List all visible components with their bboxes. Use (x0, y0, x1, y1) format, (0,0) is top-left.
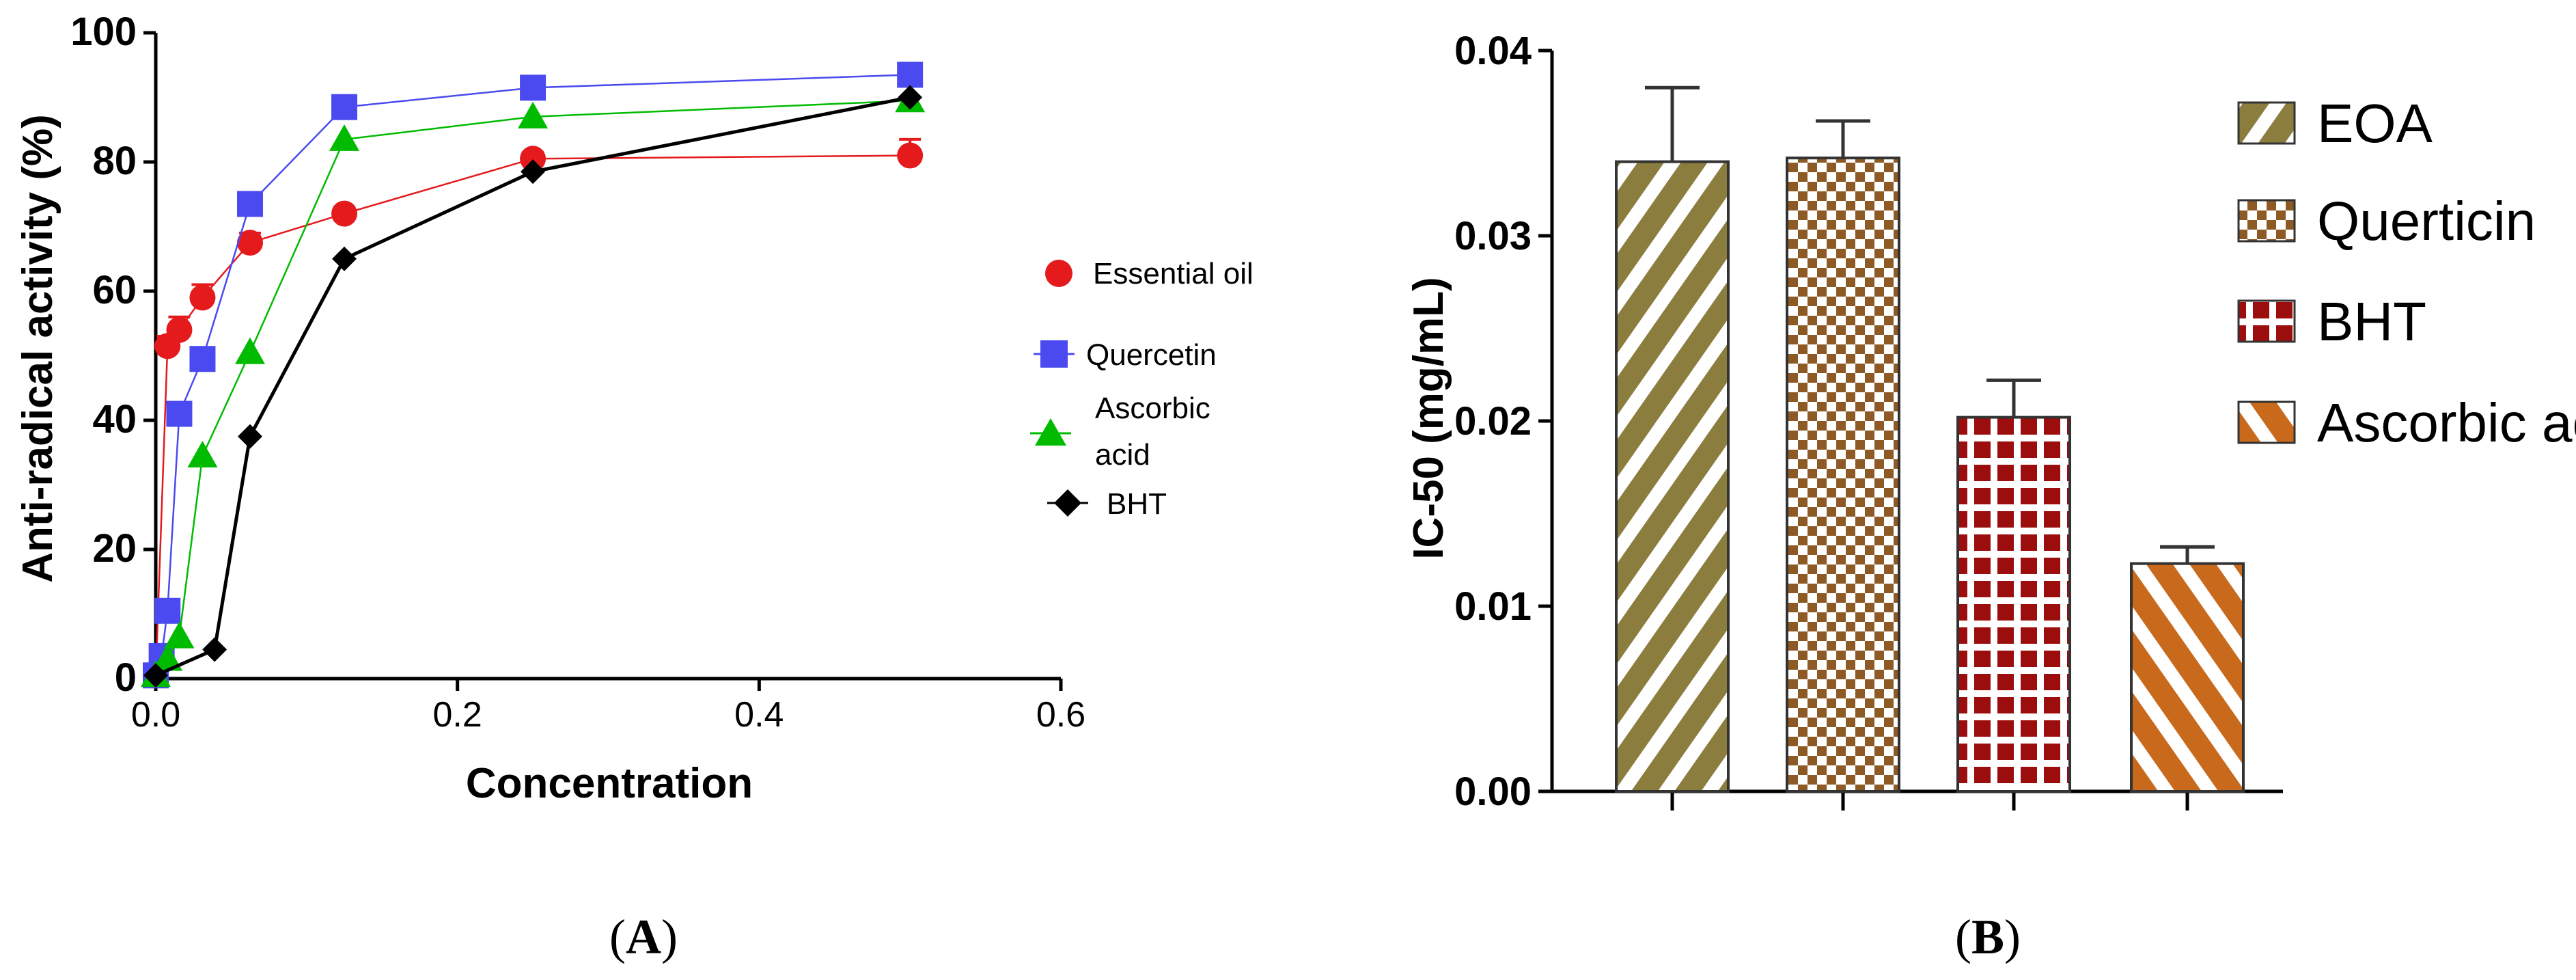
panel-b-y-tick-label: 0.02 (1454, 399, 1532, 444)
panel-a-line-chart: 0 20 40 60 80 100 0.0 0.2 0.4 0.6 Concentration A… (14, 10, 1254, 964)
data-point-bht (202, 637, 227, 662)
data-point-bht (898, 85, 923, 110)
bar-group-querticin (1786, 119, 1900, 793)
legend-swatch-bht (2237, 299, 2296, 343)
legend-label-bht: BHT (2317, 291, 2426, 352)
panel-a-ticks: 0 20 40 60 80 100 0.0 0.2 0.4 0.6 (70, 10, 1085, 735)
panel-b-legend: EOA Querticin BHT Ascorbic acid (2237, 93, 2576, 453)
data-point-quercetin (189, 346, 216, 372)
legend-label-ascorbic-acid: Ascorbic acid (1095, 392, 1219, 472)
panel-a-x-axis-title: Concentration (466, 760, 753, 807)
panel-a-x-tick-label: 0.4 (734, 695, 784, 735)
legend-swatch-querticin (2237, 199, 2296, 243)
panel-b-y-axis-title: IC-50 (mg/mL) (1405, 277, 1452, 559)
data-point-bht (332, 246, 357, 271)
data-point-bht (238, 424, 263, 449)
panel-a-legend: Essential oil Quercetin Ascorbic acid BH… (1030, 257, 1254, 521)
data-point-quercetin (897, 62, 924, 88)
legend-label-eoa: EOA (2317, 93, 2433, 154)
data-point-quercetin (331, 94, 358, 120)
panel-a-series (141, 62, 926, 689)
panel-a-y-tick-label: 60 (92, 268, 137, 312)
data-point-essential-oil (237, 230, 264, 256)
bar-group-bht (1956, 378, 2071, 793)
legend-label-bht: BHT (1107, 487, 1167, 521)
data-point-essential-oil (331, 200, 358, 227)
panel-a-label: (A) (609, 910, 678, 964)
series-essential-oil (143, 137, 924, 689)
legend-swatch-eoa (2237, 101, 2296, 145)
panel-b-bars (1615, 85, 2245, 793)
panel-a-x-tick-label: 0.2 (433, 695, 482, 735)
legend-label-essential-oil: Essential oil (1093, 257, 1254, 290)
panel-b-y-tick-label: 0.03 (1454, 214, 1532, 258)
data-point-bht (521, 159, 546, 185)
series-line-ascorbic-acid (154, 99, 911, 677)
panel-a-label-close-paren: ) (661, 910, 678, 964)
panel-a-x-tick-label: 0.0 (131, 695, 180, 735)
data-point-ascorbic-acid (152, 644, 183, 671)
bar-group-ascorbic-acid (2130, 545, 2245, 793)
data-point-bht (143, 663, 168, 688)
data-point-quercetin (166, 400, 193, 427)
panel-a-x-tick-label: 0.6 (1036, 695, 1085, 735)
panel-b-y-tick-label: 0.01 (1454, 584, 1532, 629)
data-point-quercetin (520, 74, 546, 101)
panel-b-bar-chart: 0.00 0.01 0.02 0.03 0.04 IC-50 (mg/mL) EOA Qu… (1405, 29, 2576, 964)
data-point-essential-oil (166, 316, 193, 343)
bar-eoa (1615, 160, 1730, 793)
panel-b-y-tick-label: 0.04 (1454, 29, 1532, 73)
panel-b-y-tick-label: 0.00 (1454, 770, 1532, 814)
legend-label-ascorbic-acid: Ascorbic acid (2317, 392, 2576, 453)
legend-swatch-ascorbic-acid (2237, 400, 2296, 444)
data-point-essential-oil (897, 142, 924, 169)
panel-a-y-tick-label: 20 (92, 526, 137, 571)
legend-marker-quercetin (1040, 340, 1068, 368)
panel-a-y-tick-label: 80 (92, 139, 137, 183)
data-point-ascorbic-acid (164, 621, 195, 649)
panel-b-label-letter: B (1971, 910, 2004, 964)
data-point-quercetin (154, 597, 181, 624)
panel-a-label-letter: A (626, 910, 661, 964)
panel-b-label-close-paren: ) (2004, 910, 2021, 964)
panel-a-label-open-paren: ( (609, 910, 626, 964)
bar-group-eoa (1615, 85, 1730, 793)
panel-a-y-tick-label: 0 (115, 655, 137, 700)
panel-a-y-axis-title: Anti-radical activity (%) (14, 114, 61, 583)
data-point-ascorbic-acid (235, 337, 266, 364)
legend-marker-essential-oil (1045, 260, 1072, 287)
legend-label-querticin: Querticin (2317, 191, 2536, 251)
panel-a-y-tick-label: 100 (70, 10, 137, 54)
bar-ascorbic-acid (2130, 562, 2245, 793)
data-point-essential-oil (520, 146, 546, 172)
legend-label-ascorbic-acid-line-1: Ascorbic (1095, 392, 1210, 425)
legend-marker-bht (1054, 489, 1081, 517)
legend-label-quercetin: Quercetin (1086, 338, 1217, 372)
legend-marker-ascorbic-acid (1035, 418, 1066, 446)
legend-label-ascorbic-acid-line-2: acid (1095, 438, 1150, 472)
data-point-essential-oil (189, 284, 216, 311)
series-bht (143, 85, 923, 688)
series-line-essential-oil (154, 154, 911, 676)
panel-b-label-open-paren: ( (1955, 910, 1971, 964)
series-line-bht (154, 96, 911, 677)
panel-a-y-tick-label: 40 (92, 397, 137, 441)
panel-b-ticks: 0.00 0.01 0.02 0.03 0.04 (1454, 29, 2189, 814)
data-point-quercetin (237, 191, 264, 217)
bar-bht (1956, 416, 2071, 793)
data-point-ascorbic-acid (329, 124, 360, 151)
data-point-ascorbic-acid (187, 440, 218, 467)
bar-querticin (1786, 156, 1900, 793)
data-point-ascorbic-acid (518, 101, 549, 128)
panel-b-label: (B) (1955, 910, 2021, 964)
panel-a-axes (154, 33, 1061, 681)
